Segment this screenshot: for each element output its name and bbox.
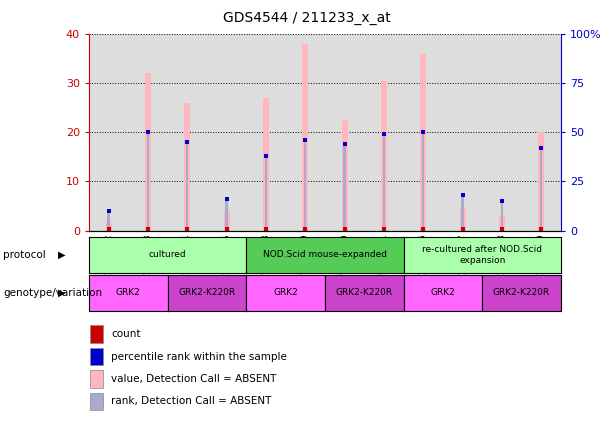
Point: [104, 208, 113, 214]
Point: [379, 131, 389, 137]
Bar: [90, 325, 103, 343]
Bar: [302, 44, 308, 231]
Bar: [421, 54, 426, 231]
Text: genotype/variation: genotype/variation: [3, 288, 102, 298]
Point: [497, 226, 507, 233]
Bar: [90, 348, 103, 365]
Point: [340, 226, 349, 233]
Point: [497, 198, 507, 204]
Bar: [226, 199, 228, 231]
Text: GRK2-K220R: GRK2-K220R: [493, 288, 550, 297]
Bar: [343, 144, 346, 231]
Bar: [325, 34, 364, 231]
Bar: [482, 34, 522, 231]
Point: [261, 226, 271, 233]
Bar: [341, 120, 348, 231]
Point: [222, 226, 232, 233]
Bar: [522, 34, 561, 231]
Point: [458, 226, 468, 233]
Point: [143, 226, 153, 233]
Bar: [381, 80, 387, 231]
Point: [536, 145, 546, 151]
Bar: [128, 34, 167, 231]
Bar: [145, 73, 151, 231]
Text: protocol: protocol: [3, 250, 46, 260]
Bar: [403, 34, 443, 231]
Bar: [265, 156, 267, 231]
Point: [300, 137, 310, 143]
Text: rank, Detection Call = ABSENT: rank, Detection Call = ABSENT: [111, 396, 272, 406]
Point: [261, 152, 271, 159]
Bar: [499, 216, 505, 231]
Bar: [90, 393, 103, 410]
Point: [418, 226, 428, 233]
Point: [104, 226, 113, 233]
Text: GRK2: GRK2: [273, 288, 298, 297]
Bar: [364, 34, 403, 231]
Point: [143, 129, 153, 136]
Point: [536, 226, 546, 233]
Text: ▶: ▶: [58, 250, 66, 260]
Bar: [462, 195, 464, 231]
Bar: [207, 34, 246, 231]
Point: [222, 196, 232, 203]
Text: cultured: cultured: [149, 250, 186, 259]
Point: [182, 139, 192, 146]
Text: percentile rank within the sample: percentile rank within the sample: [111, 352, 287, 362]
Text: GDS4544 / 211233_x_at: GDS4544 / 211233_x_at: [223, 11, 390, 25]
Bar: [304, 140, 306, 231]
Text: re-cultured after NOD.Scid
expansion: re-cultured after NOD.Scid expansion: [422, 245, 543, 264]
Bar: [186, 142, 188, 231]
Text: value, Detection Call = ABSENT: value, Detection Call = ABSENT: [111, 374, 276, 384]
Point: [300, 226, 310, 233]
Text: GRK2-K220R: GRK2-K220R: [178, 288, 235, 297]
Text: count: count: [111, 329, 140, 339]
Bar: [286, 34, 325, 231]
Point: [379, 226, 389, 233]
Bar: [107, 211, 110, 231]
Text: NOD.Scid mouse-expanded: NOD.Scid mouse-expanded: [263, 250, 387, 259]
Bar: [263, 98, 269, 231]
Text: ▶: ▶: [58, 288, 66, 298]
Bar: [185, 103, 190, 231]
Point: [340, 140, 349, 147]
Bar: [460, 209, 465, 231]
Bar: [383, 134, 385, 231]
Bar: [443, 34, 482, 231]
Bar: [224, 211, 229, 231]
Text: GRK2: GRK2: [430, 288, 455, 297]
Bar: [540, 148, 543, 231]
Bar: [89, 34, 128, 231]
Bar: [147, 132, 149, 231]
Point: [182, 226, 192, 233]
Bar: [501, 201, 503, 231]
Bar: [538, 132, 544, 231]
Bar: [422, 132, 424, 231]
Bar: [246, 34, 286, 231]
Bar: [105, 223, 112, 231]
Text: GRK2-K220R: GRK2-K220R: [336, 288, 393, 297]
Bar: [167, 34, 207, 231]
Text: GRK2: GRK2: [116, 288, 140, 297]
Bar: [90, 370, 103, 387]
Point: [418, 129, 428, 136]
Point: [458, 192, 468, 198]
